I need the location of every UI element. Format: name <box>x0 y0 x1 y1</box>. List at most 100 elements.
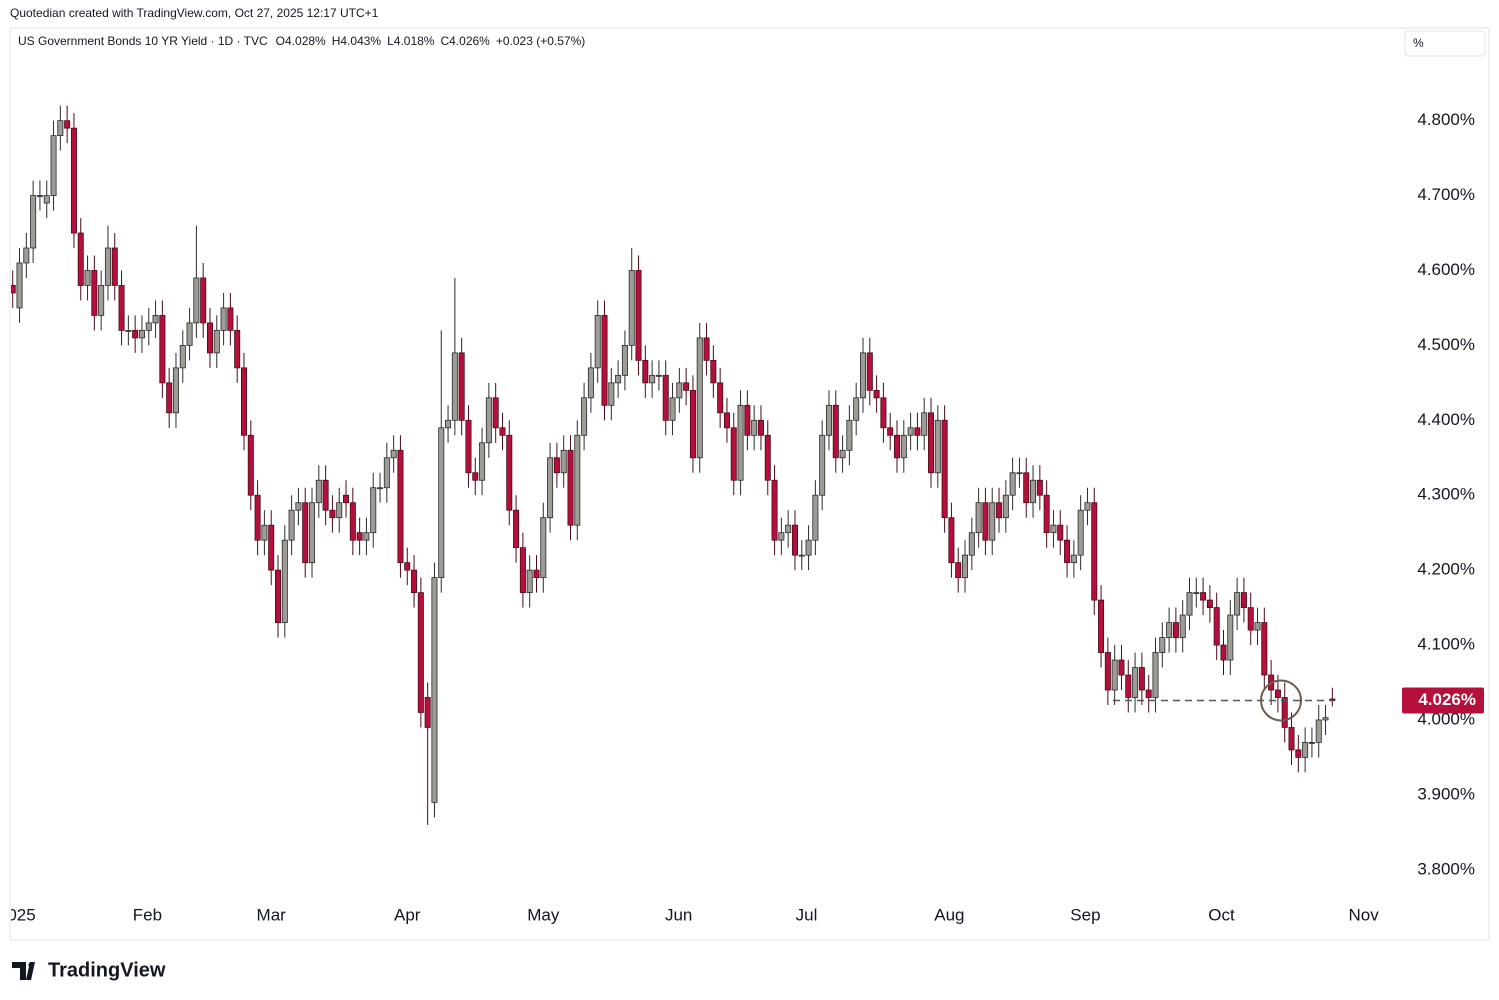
header-ohlc: H4.043% <box>332 34 382 48</box>
candle-body <box>431 577 438 803</box>
candle-body <box>1118 659 1125 676</box>
candle-body <box>635 270 642 361</box>
candle-body <box>1023 472 1030 504</box>
candle-body <box>125 330 132 332</box>
candle-body <box>819 434 826 496</box>
candle-body <box>111 247 118 286</box>
candle-body <box>1152 652 1159 698</box>
candle-body <box>1213 607 1220 646</box>
candle-body <box>907 427 914 436</box>
candle-body <box>1322 717 1329 721</box>
brand-name: TradingView <box>48 959 166 981</box>
candle-body <box>832 404 839 459</box>
candle-body <box>417 592 424 713</box>
candle-body <box>955 562 962 579</box>
source-note: Quotedian created with TradingView.com, … <box>10 6 379 20</box>
candle-body <box>1070 554 1077 564</box>
header: US Government Bonds 10 YR Yield · 1D · T… <box>18 34 585 48</box>
annotation-circle <box>1260 679 1302 722</box>
candle-body <box>166 382 173 414</box>
candle-body <box>887 427 894 436</box>
candle-body <box>1104 652 1111 691</box>
candle-body <box>1179 614 1186 638</box>
y-tick-label: 4.400% <box>1417 410 1475 429</box>
candle-body <box>506 434 513 511</box>
candle-body <box>1159 637 1166 653</box>
candle-body <box>948 517 955 564</box>
candle-body <box>989 502 996 541</box>
candle-body <box>798 554 805 557</box>
x-tick-label: Sep <box>1070 905 1100 924</box>
candle-body <box>1172 622 1179 638</box>
candle-body <box>302 502 309 564</box>
candle-body <box>370 487 377 534</box>
candle-body <box>390 449 397 459</box>
candle-body <box>621 344 628 376</box>
candle-body <box>349 502 356 541</box>
candle-body <box>377 487 384 490</box>
candle-body <box>1125 674 1132 698</box>
candle-body <box>941 419 948 519</box>
candle-body <box>757 419 764 436</box>
candle-body <box>145 322 152 331</box>
candle-body <box>213 330 220 354</box>
candle-body <box>791 524 798 556</box>
candle-body <box>805 539 812 556</box>
scale-label[interactable]: % <box>1413 36 1424 50</box>
candle-body <box>16 262 23 309</box>
candle-body <box>445 419 452 429</box>
candle-body <box>587 367 594 399</box>
candle-body <box>594 315 601 369</box>
candle-body <box>479 442 486 481</box>
candle-body <box>77 232 84 286</box>
candle-body <box>730 427 737 481</box>
candle-body <box>689 389 696 459</box>
candle-body <box>451 352 458 421</box>
candle-body <box>723 412 730 429</box>
candle-body <box>36 195 43 197</box>
candle-body <box>43 195 50 204</box>
candle-body <box>717 382 724 414</box>
candle-body <box>23 247 30 264</box>
y-tick-label: 4.200% <box>1417 560 1475 579</box>
candle-body <box>1227 614 1234 661</box>
candle-body <box>152 315 159 324</box>
candle-body <box>84 270 91 286</box>
candle-body <box>513 509 520 549</box>
candle-body <box>220 307 227 331</box>
candle-body <box>11 285 16 294</box>
x-tick-label: 2025 <box>0 905 36 924</box>
candle-body <box>329 509 336 519</box>
candle-body <box>928 412 935 474</box>
candle-body <box>485 397 492 444</box>
candle-body <box>519 547 526 594</box>
y-tick-label: 4.100% <box>1417 635 1475 654</box>
candle-body <box>404 562 411 571</box>
candle-body <box>968 532 975 556</box>
candle-body <box>1111 659 1118 691</box>
candle-body <box>268 524 275 571</box>
candle-body <box>1295 749 1302 758</box>
candle-body <box>179 344 186 369</box>
candle-body <box>615 374 622 384</box>
candle-body <box>540 517 547 579</box>
scale-box[interactable] <box>1404 30 1486 57</box>
candle-body <box>608 382 615 406</box>
brand-logo: TradingView <box>12 959 166 981</box>
header-ohlc: O4.028% <box>276 34 326 48</box>
candle-body <box>710 359 717 384</box>
x-tick-label: Oct <box>1208 905 1235 924</box>
candle-body <box>1057 524 1064 541</box>
candle-body <box>547 457 554 519</box>
candle-body <box>873 389 880 399</box>
candle-body <box>336 502 343 519</box>
candle-body <box>662 374 669 421</box>
candle-body <box>628 270 635 346</box>
candle-body <box>1016 472 1023 475</box>
candle-body <box>322 479 329 511</box>
candle-body <box>383 457 390 489</box>
candle-body <box>771 479 778 541</box>
candle-body <box>91 270 98 316</box>
header-ohlc: L4.018% <box>387 34 435 48</box>
candle-body <box>186 322 193 346</box>
